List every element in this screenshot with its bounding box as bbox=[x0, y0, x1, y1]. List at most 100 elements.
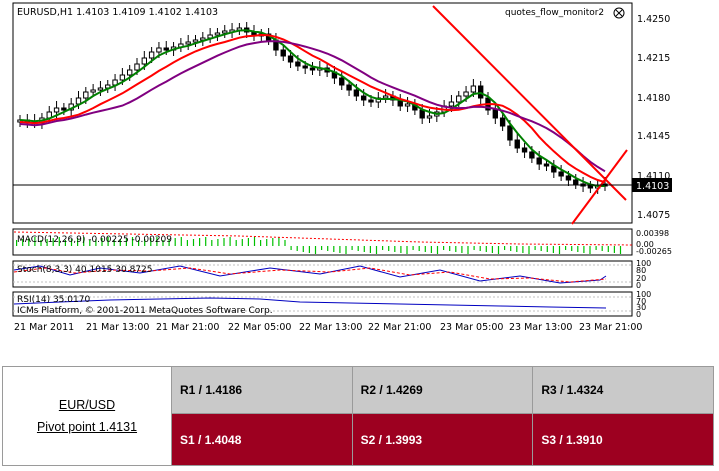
price-chart[interactable]: 1.4103 EURUSD,H1 1.4103 1.4109 1.4102 1.… bbox=[0, 0, 719, 340]
macd-bar bbox=[278, 237, 280, 246]
s3-cell: S3 / 1.3910 bbox=[532, 413, 714, 466]
macd-bar bbox=[64, 240, 66, 246]
stoch-tick-3: 20 bbox=[636, 274, 646, 283]
macd-bar bbox=[339, 246, 341, 253]
candle-body bbox=[419, 109, 425, 119]
close-icon[interactable] bbox=[613, 7, 625, 19]
macd-bar bbox=[388, 246, 390, 251]
macd-bar bbox=[473, 246, 475, 250]
macd-bar bbox=[558, 246, 561, 254]
macd-bar bbox=[199, 238, 201, 246]
macd-bar bbox=[479, 246, 481, 251]
time-label-7: 23 Mar 05:00 bbox=[440, 322, 503, 333]
macd-bar bbox=[95, 239, 97, 246]
candle-body bbox=[134, 63, 140, 71]
pivot-table: EUR/USD Pivot point 1.4131 R1 / 1.4186 R… bbox=[2, 365, 714, 466]
time-label-1: 21 Mar 2011 bbox=[14, 322, 74, 333]
close-icon-stroke-b bbox=[615, 9, 623, 17]
macd-bar bbox=[211, 240, 213, 246]
candle-body bbox=[382, 95, 389, 99]
macd-bar bbox=[223, 238, 225, 246]
ma-mid-line bbox=[19, 33, 606, 184]
macd-bar bbox=[46, 239, 48, 246]
rsi-pane[interactable] bbox=[12, 291, 633, 317]
time-label-8: 23 Mar 13:00 bbox=[509, 322, 572, 333]
macd-bar bbox=[70, 239, 73, 246]
main-pane[interactable] bbox=[12, 2, 633, 224]
candle-body bbox=[156, 47, 162, 53]
macd-bar bbox=[131, 237, 134, 246]
candle-body bbox=[222, 30, 228, 34]
macd-bar bbox=[394, 246, 396, 252]
macd-bar bbox=[290, 246, 292, 250]
candle-body bbox=[163, 47, 169, 51]
macd-bar bbox=[607, 246, 609, 252]
macd-bar bbox=[34, 237, 36, 246]
candle-body bbox=[302, 65, 308, 69]
rsi-tick-4: 0 bbox=[636, 310, 641, 319]
macd-bar bbox=[83, 237, 85, 246]
time-label-5: 22 Mar 13:00 bbox=[299, 322, 362, 333]
macd-bar bbox=[497, 246, 500, 254]
watermark: ICMs Platform, © 2001-2011 MetaQuotes So… bbox=[17, 306, 273, 316]
current-price-label: 1.4103 bbox=[636, 181, 669, 192]
macd-bar bbox=[516, 246, 518, 252]
macd-bar bbox=[565, 246, 567, 250]
candle-body bbox=[353, 89, 360, 97]
candle-body bbox=[529, 151, 535, 159]
candle-body bbox=[492, 109, 499, 119]
macd-bar bbox=[528, 246, 530, 254]
macd-bar bbox=[308, 246, 310, 253]
candle-body bbox=[499, 117, 506, 127]
macd-bar bbox=[253, 237, 256, 246]
macd-tick-1: 0.00398 bbox=[636, 229, 669, 238]
ma-fast-line bbox=[19, 29, 605, 187]
candle-body bbox=[587, 185, 594, 189]
macd-bar bbox=[571, 246, 573, 251]
macd-bar bbox=[217, 239, 219, 246]
macd-bar bbox=[28, 238, 30, 246]
candle-body bbox=[119, 74, 126, 81]
current-price-box bbox=[632, 178, 672, 192]
macd-bar bbox=[601, 246, 603, 251]
candle-body bbox=[346, 84, 352, 91]
candle-body bbox=[448, 101, 455, 107]
macd-bar bbox=[613, 246, 615, 253]
candle-body bbox=[287, 55, 294, 63]
macd-histogram bbox=[16, 237, 622, 254]
macd-bar bbox=[510, 246, 512, 251]
stoch-tick-4: 0 bbox=[636, 281, 641, 290]
candle-body bbox=[463, 91, 469, 97]
macd-bar bbox=[382, 246, 384, 250]
macd-bar bbox=[168, 239, 170, 246]
macd-bar bbox=[150, 238, 152, 246]
macd-bar bbox=[430, 246, 432, 253]
time-label-4: 22 Mar 05:00 bbox=[228, 322, 291, 333]
macd-bar bbox=[321, 246, 323, 250]
macd-bar bbox=[412, 246, 414, 250]
candle-body bbox=[456, 95, 462, 103]
macd-bar bbox=[125, 238, 127, 246]
macd-bar bbox=[540, 246, 542, 251]
pivot-point-label: Pivot point 1.4131 bbox=[36, 420, 138, 434]
time-label-2: 21 Mar 13:00 bbox=[86, 322, 149, 333]
trendline-support[interactable] bbox=[571, 149, 628, 225]
moving-averages bbox=[19, 29, 606, 187]
time-label-3: 21 Mar 21:00 bbox=[156, 322, 219, 333]
macd-bar bbox=[345, 246, 347, 254]
candle-body bbox=[558, 171, 564, 177]
macd-bar bbox=[363, 246, 365, 252]
candle-body bbox=[470, 85, 477, 93]
macd-bar bbox=[235, 240, 237, 246]
candle-body bbox=[295, 61, 301, 67]
macd-bar bbox=[22, 239, 24, 246]
trendline-resistance[interactable] bbox=[432, 5, 627, 201]
macd-bar bbox=[534, 246, 536, 250]
macd-bar bbox=[260, 240, 262, 246]
price-tick-6: 1.4075 bbox=[637, 210, 670, 221]
stoch-signal-line bbox=[13, 267, 607, 283]
macd-bar bbox=[229, 237, 231, 246]
macd-bar bbox=[504, 246, 506, 250]
candle-body bbox=[53, 107, 60, 113]
macd-bar bbox=[101, 238, 103, 246]
